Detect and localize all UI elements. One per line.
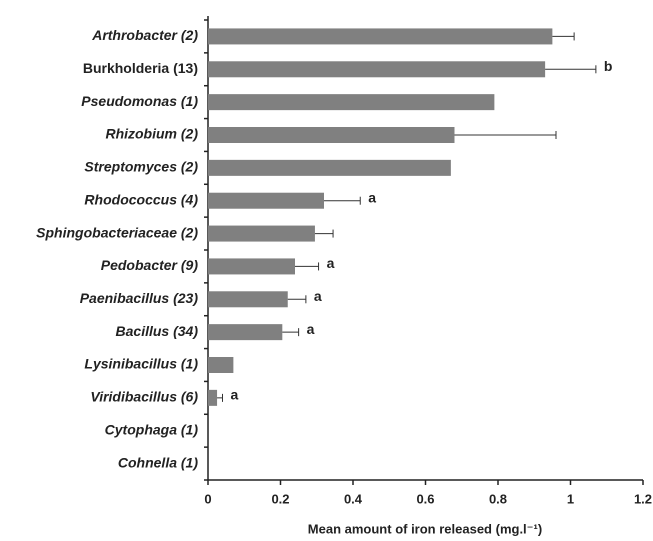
bar [208, 127, 455, 143]
category-label: Burkholderia (13) [83, 60, 198, 76]
bar [208, 159, 451, 176]
category-label: Lysinibacillus (1) [84, 356, 198, 372]
category-label: Pseudomonas (1) [81, 93, 198, 109]
category-label: Viridibacillus (6) [90, 389, 198, 405]
category-label: Pedobacter (9) [101, 257, 199, 273]
annotation: a [314, 288, 322, 304]
category-label: Sphingobacteriaceae (2) [36, 224, 198, 240]
category-label: Arthrobacter (2) [91, 27, 198, 43]
x-tick-label: 0.6 [416, 491, 434, 506]
category-label: Cytophaga (1) [105, 421, 199, 437]
bar [208, 192, 324, 209]
bar [208, 61, 546, 78]
bar [208, 258, 295, 275]
bar [208, 389, 218, 406]
category-label: Rhodococcus (4) [84, 191, 198, 207]
category-label: Paenibacillus (23) [80, 290, 199, 306]
x-tick-label: 1.2 [634, 491, 652, 506]
bar [208, 291, 288, 308]
bar [208, 357, 234, 373]
annotation: a [307, 321, 315, 337]
bar [208, 94, 495, 111]
x-tick-label: 1 [567, 491, 574, 506]
category-label: Streptomyces (2) [84, 159, 198, 175]
annotation: a [327, 255, 335, 271]
x-axis-label: Mean amount of iron released (mg.l⁻¹) [308, 521, 542, 536]
annotation: a [231, 387, 239, 403]
category-label: Rhizobium (2) [105, 126, 198, 142]
annotation: b [604, 58, 613, 74]
x-tick-label: 0.4 [344, 491, 363, 506]
x-tick-label: 0 [204, 491, 211, 506]
x-tick-label: 0.8 [489, 491, 507, 506]
category-label: Cohnella (1) [118, 454, 198, 470]
bar [208, 28, 553, 45]
x-tick-label: 0.2 [271, 491, 289, 506]
bar [208, 225, 315, 242]
category-label: Bacillus (34) [116, 323, 199, 339]
annotation: a [368, 189, 376, 205]
bar [208, 324, 283, 341]
